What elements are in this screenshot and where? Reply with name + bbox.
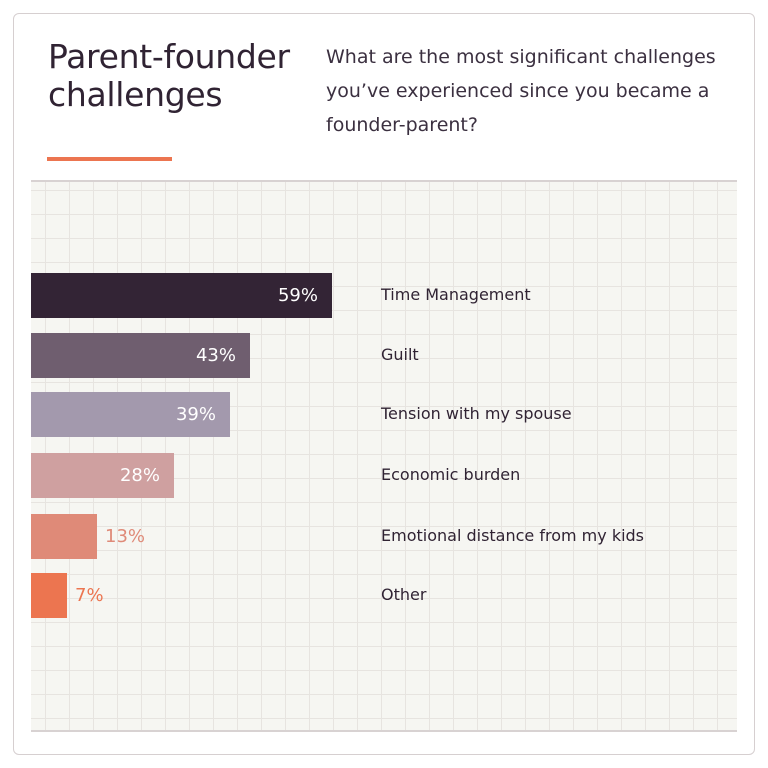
category-label: Time Management bbox=[381, 285, 531, 304]
bar bbox=[31, 514, 97, 559]
survey-question: What are the most significant challenges… bbox=[326, 46, 716, 136]
category-label: Tension with my spouse bbox=[381, 404, 572, 423]
bar bbox=[31, 453, 174, 498]
bar bbox=[31, 333, 250, 378]
chart-title: Parent-founder challenges bbox=[48, 38, 290, 114]
bar bbox=[31, 573, 67, 618]
bar bbox=[31, 392, 230, 437]
bar-value-label: 7% bbox=[75, 585, 104, 606]
title-line-1: Parent-founder bbox=[48, 37, 290, 76]
accent-divider bbox=[47, 157, 172, 161]
title-line-2: challenges bbox=[48, 75, 223, 114]
category-label: Economic burden bbox=[381, 465, 521, 484]
bar-value-label: 43% bbox=[195, 345, 236, 366]
bar-value-label: 59% bbox=[277, 285, 318, 306]
bar-value-label: 13% bbox=[105, 526, 146, 547]
category-label: Emotional distance from my kids bbox=[381, 526, 645, 545]
category-label: Guilt bbox=[381, 345, 419, 364]
bar bbox=[31, 273, 332, 318]
category-label: Other bbox=[381, 585, 427, 604]
bar-value-label: 39% bbox=[175, 404, 216, 425]
bar-value-label: 28% bbox=[119, 465, 160, 486]
